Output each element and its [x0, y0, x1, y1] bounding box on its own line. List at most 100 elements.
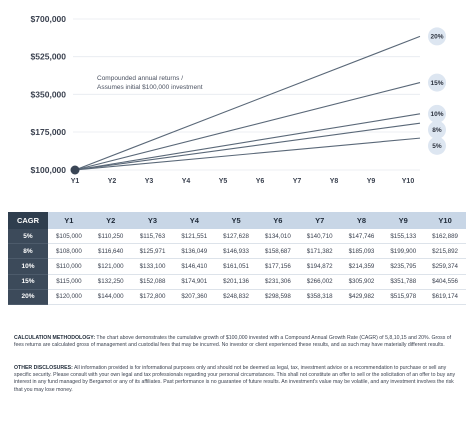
table-row-rate: 15% — [8, 274, 48, 290]
table-cell: $351,788 — [382, 274, 425, 290]
table-header-y7: Y7 — [298, 212, 341, 229]
table-cell: $215,892 — [424, 243, 466, 260]
growth-line-chart: $700,000 $525,000 $350,000 $175,000 $100,000… — [31, 14, 446, 185]
table-cell: $120,000 — [48, 289, 90, 305]
table-header-y4: Y4 — [173, 212, 216, 229]
series-badge — [428, 73, 446, 92]
table-cell: $127,628 — [215, 229, 257, 245]
table-cell: $158,687 — [256, 243, 299, 260]
table-cell: $235,795 — [382, 258, 425, 275]
y-tick-label: $700,000 — [31, 14, 67, 24]
disclosures-text: All information provided is for informat… — [14, 365, 456, 393]
series-badge-label: 5% — [432, 143, 442, 150]
table-cell: $110,250 — [89, 229, 132, 245]
table-header-y6: Y6 — [256, 212, 299, 229]
table-cell: $132,250 — [89, 274, 132, 290]
table-cell: $201,136 — [215, 274, 257, 290]
table-body: 5% $105,000 $110,250 $115,763 $121,551 $127,6… — [8, 229, 466, 305]
table-row: 20% $120,000 $144,000 $172,800 $207,360 $248,… — [8, 289, 466, 305]
table-row-rate: 20% — [8, 289, 48, 305]
disclosures-label: OTHER DISCLOSURES: — [14, 365, 73, 371]
x-axis-ticks: Y1 Y2 Y3 Y4 Y5 Y6 Y7 Y8 Y9 Y10 — [71, 178, 415, 185]
table-header-y5: Y5 — [215, 212, 257, 229]
series-badge-label: 8% — [432, 127, 442, 134]
table-cell: $231,306 — [256, 274, 299, 290]
methodology-text: The chart above demonstrates the cumulat… — [14, 335, 452, 349]
table-cell: $161,051 — [215, 258, 257, 275]
table-header-y10: Y10 — [424, 212, 466, 229]
table-cell: $155,133 — [382, 229, 425, 245]
table-cell: $358,318 — [298, 289, 341, 305]
table-cell: $171,382 — [298, 243, 341, 260]
table-cell: $152,088 — [131, 274, 174, 290]
table-cell: $259,374 — [424, 258, 466, 275]
table-cell: $147,746 — [340, 229, 383, 245]
table-cell: $133,100 — [131, 258, 174, 275]
series-badge-label: 15% — [430, 80, 443, 87]
table-cell: $110,000 — [48, 258, 90, 275]
table-cell: $199,900 — [382, 243, 425, 260]
series-line-8pct — [74, 122, 421, 171]
table-cell: $108,000 — [48, 243, 90, 260]
methodology-label: CALCULATION METHODOLOGY: — [14, 335, 96, 341]
x-tick-label: Y7 — [293, 178, 302, 185]
x-tick-label: Y4 — [182, 178, 191, 185]
table-cell: $207,360 — [173, 289, 216, 305]
table-cell: $146,410 — [173, 258, 216, 275]
table-row: 5% $105,000 $110,250 $115,763 $121,551 $127,6… — [8, 229, 466, 245]
table-cell: $162,889 — [424, 229, 466, 245]
series-badge — [428, 27, 446, 46]
table-corner-header: CAGR — [8, 212, 48, 229]
y-axis-ticks: $700,000 $525,000 $350,000 $175,000 $100,000 — [31, 14, 67, 175]
table-cell: $125,971 — [131, 243, 174, 260]
table-cell: $115,000 — [48, 274, 90, 290]
start-point-marker — [70, 165, 80, 175]
table-header-y3: Y3 — [131, 212, 174, 229]
x-tick-label: Y10 — [402, 178, 415, 185]
x-tick-label: Y1 — [71, 178, 80, 185]
table-header-row: CAGR Y1 Y2 Y3 Y4 Y5 Y6 Y7 Y8 Y9 Y10 — [8, 212, 466, 229]
table-cell: $146,933 — [215, 243, 257, 260]
y-tick-label: $350,000 — [31, 89, 67, 99]
table-cell: $121,000 — [89, 258, 132, 275]
series-badge-label: 20% — [430, 34, 443, 41]
table-cell: $177,156 — [256, 258, 299, 275]
table-header-y1: Y1 — [48, 212, 90, 229]
table-cell: $619,174 — [424, 289, 466, 305]
table-header-y8: Y8 — [340, 212, 383, 229]
table-cell: $121,551 — [173, 229, 216, 245]
table-row-rate: 8% — [8, 243, 48, 260]
table-cell: $116,640 — [89, 243, 132, 260]
table-cell: $515,978 — [382, 289, 425, 305]
table-cell: $298,598 — [256, 289, 299, 305]
table-cell: $174,901 — [173, 274, 216, 290]
growth-table: CAGR Y1 Y2 Y3 Y4 Y5 Y6 Y7 Y8 Y9 Y10 5% $105,000 $11… — [8, 212, 466, 305]
table-cell: $404,556 — [424, 274, 466, 290]
table-cell: $305,902 — [340, 274, 383, 290]
table-row: 8% $108,000 $116,640 $125,971 $136,049 $146,9… — [8, 243, 466, 260]
table-cell: $266,002 — [298, 274, 341, 290]
table-cell: $185,093 — [340, 243, 383, 260]
series-badge — [428, 104, 446, 123]
table-row-rate: 10% — [8, 258, 48, 275]
y-tick-label: $175,000 — [31, 127, 67, 137]
gridlines — [73, 18, 420, 171]
series-line-20pct — [74, 35, 421, 171]
table-header-y2: Y2 — [89, 212, 132, 229]
series-lines — [74, 35, 421, 171]
series-badge-label: 10% — [430, 111, 443, 118]
x-tick-label: Y2 — [108, 178, 117, 185]
other-disclosures: OTHER DISCLOSURES: All information provi… — [14, 365, 462, 394]
series-line-15pct — [74, 82, 421, 171]
series-line-5pct — [74, 137, 421, 171]
table-cell: $115,763 — [131, 229, 174, 245]
x-tick-label: Y9 — [367, 178, 376, 185]
table-cell: $194,872 — [298, 258, 341, 275]
series-badge — [428, 120, 446, 139]
x-tick-label: Y5 — [219, 178, 228, 185]
table-row-rate: 5% — [8, 229, 48, 245]
x-tick-label: Y8 — [330, 178, 339, 185]
series-line-10pct — [74, 113, 421, 171]
series-badge — [428, 136, 446, 155]
y-tick-label: $100,000 — [31, 165, 67, 175]
